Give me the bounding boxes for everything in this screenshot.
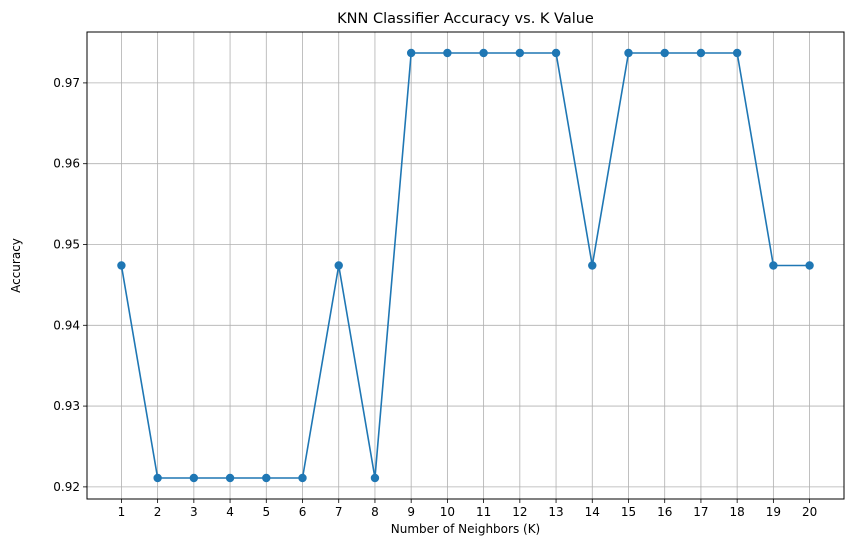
- data-point: [370, 473, 380, 483]
- y-tick-label: 0.94: [53, 318, 80, 332]
- x-tick-label: 10: [440, 505, 455, 519]
- data-point: [551, 48, 561, 58]
- y-tick-label: 0.96: [53, 157, 80, 171]
- x-tick-label: 17: [693, 505, 708, 519]
- y-tick-label: 0.95: [53, 237, 80, 251]
- y-tick-label: 0.93: [53, 399, 80, 413]
- data-point: [443, 48, 452, 58]
- data-point: [153, 473, 162, 483]
- data-point: [805, 261, 814, 270]
- data-point: [117, 261, 126, 270]
- data-point: [515, 48, 525, 58]
- data-point: [696, 48, 706, 58]
- x-tick-label: 8: [371, 505, 379, 519]
- x-tick-label: 5: [262, 505, 270, 519]
- x-tick-label: 16: [657, 505, 672, 519]
- data-point: [334, 261, 343, 270]
- x-tick-label: 4: [226, 505, 234, 519]
- series-layer: [117, 48, 814, 483]
- x-tick-label: 18: [730, 505, 745, 519]
- x-tick-label: 14: [585, 505, 600, 519]
- x-tick-label: 7: [335, 505, 343, 519]
- tick-layer: 1 2 3 4 5 6 7 8 9 10 11 12 13 14 15 16 17 18 19 200.920.930…: [53, 76, 817, 519]
- y-axis-label: Accuracy: [9, 238, 23, 293]
- x-tick-label: 9: [407, 505, 415, 519]
- x-tick-label: 15: [621, 505, 636, 519]
- data-point: [769, 261, 778, 270]
- x-tick-label: 20: [802, 505, 817, 519]
- data-point: [406, 48, 416, 58]
- chart-title: KNN Classifier Accuracy vs. K Value: [337, 11, 594, 27]
- x-tick-label: 19: [766, 505, 781, 519]
- data-point: [624, 48, 633, 58]
- data-point: [262, 473, 271, 483]
- x-tick-label: 3: [190, 505, 198, 519]
- data-point: [479, 48, 488, 58]
- grid-layer: [87, 32, 844, 499]
- data-point: [588, 261, 597, 270]
- data-point: [732, 48, 742, 58]
- data-point: [225, 473, 235, 483]
- x-tick-label: 11: [476, 505, 491, 519]
- accuracy-series-line: [120, 52, 810, 479]
- data-point: [660, 48, 669, 58]
- x-tick-label: 12: [512, 505, 527, 519]
- y-tick-label: 0.97: [53, 76, 80, 90]
- y-tick-label: 0.92: [53, 480, 80, 494]
- x-tick-label: 13: [548, 505, 563, 519]
- x-tick-label: 6: [299, 505, 307, 519]
- data-point: [298, 473, 307, 483]
- data-point: [189, 473, 199, 483]
- x-tick-label: 1: [118, 505, 126, 519]
- x-tick-label: 2: [154, 505, 162, 519]
- x-axis-label: Number of Neighbors (K): [391, 522, 541, 536]
- axes-frame: [86, 31, 845, 500]
